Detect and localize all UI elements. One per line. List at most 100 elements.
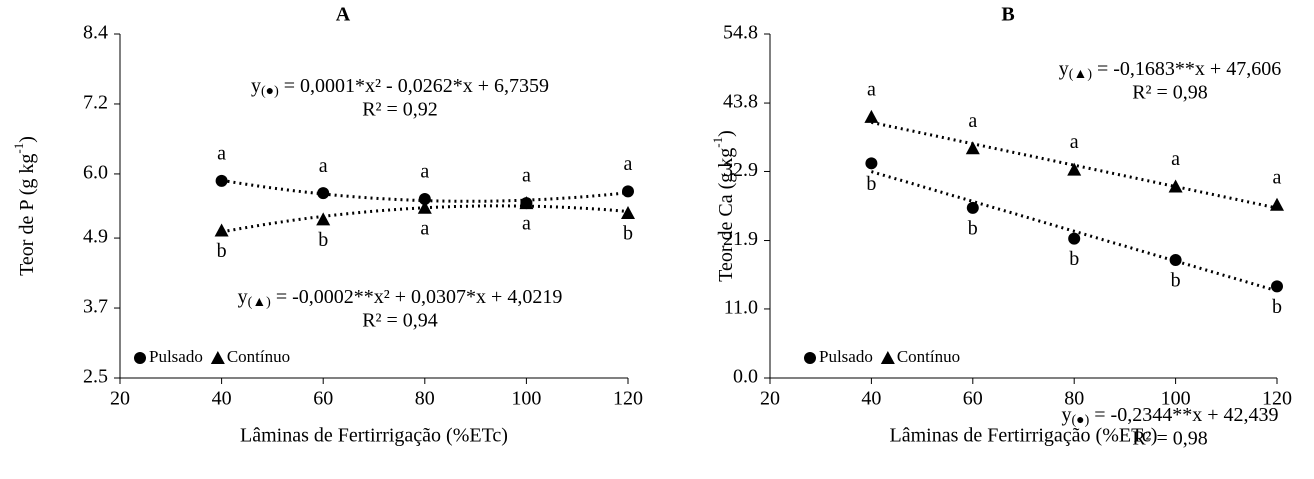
x-tick-label: 20: [110, 388, 130, 410]
x-tick-label: 40: [861, 388, 881, 410]
point: [621, 205, 635, 219]
point-letter: b: [318, 229, 328, 251]
y-tick-label: 4.9: [83, 226, 108, 248]
x-tick-label: 60: [963, 388, 983, 410]
x-axis-label: Lâminas de Fertirrigação (%ETc): [890, 425, 1158, 447]
point-letter: b: [968, 217, 978, 239]
y-tick-label: 6.0: [83, 162, 108, 184]
eq-rest: = 0,0001*x² - 0,0262*x + 6,7359: [279, 75, 549, 97]
point: [1067, 162, 1082, 176]
point: [316, 212, 331, 226]
point-letter: a: [217, 143, 226, 165]
x-axis-label: Lâminas de Fertirrigação (%ETc): [240, 425, 508, 447]
y-label-end: ): [715, 130, 737, 137]
point-letter: a: [522, 213, 531, 235]
y-tick-label: 54.8: [723, 22, 758, 44]
x-tick-label: 80: [415, 388, 435, 410]
r-squared: R² = 0,94: [362, 310, 438, 332]
y-label-sup: -1: [710, 137, 725, 148]
point-letter: b: [1272, 296, 1282, 318]
point-letter: a: [867, 78, 876, 100]
point-letter: b: [1171, 270, 1181, 292]
equation: y(▲) = -0,1683**x + 47,606: [1059, 58, 1281, 83]
point-letter: b: [217, 240, 227, 262]
y-tick-label: 43.8: [723, 91, 758, 113]
legend-marker: [880, 351, 895, 364]
panel: B 0.0 11.0 21.9 32.9 43.8 54.8 20 40 60 80 100 120 Lâ…: [710, 4, 1292, 450]
point: [622, 185, 634, 198]
equation: y(●) = -0,2344**x + 42,439: [1062, 404, 1279, 429]
y-tick-label: 21.9: [723, 228, 758, 250]
r-squared: R² = 0,98: [1132, 428, 1208, 450]
point: [1271, 280, 1283, 293]
y-tick-label: 32.9: [723, 159, 758, 181]
eq-sub: (▲): [1069, 67, 1093, 82]
point-letter: a: [1273, 166, 1282, 188]
point-letter: b: [623, 223, 633, 245]
r-squared: R² = 0,98: [1132, 82, 1208, 104]
eq-sub: (●): [261, 84, 279, 99]
point: [966, 201, 979, 214]
point: [1068, 232, 1081, 245]
eq-y: y: [1059, 58, 1069, 80]
y-tick-label: 11.0: [724, 297, 758, 319]
r-squared: R² = 0,92: [362, 99, 438, 121]
y-tick-label: 3.7: [83, 296, 108, 318]
panel: A 2.5 3.7 4.9 6.0 7.2 8.4 20 40 60 80 100 120 Lâminas…: [11, 4, 643, 447]
point-letter: a: [624, 153, 633, 175]
chart-title: A: [336, 4, 351, 26]
point: [865, 157, 878, 170]
y-tick-label: 8.4: [83, 22, 108, 44]
legend-label: Contínuo: [897, 347, 960, 366]
point: [215, 174, 228, 187]
point-letter: a: [522, 165, 531, 187]
x-tick-label: 100: [511, 388, 541, 410]
point: [864, 109, 879, 123]
x-tick-label: 120: [613, 388, 643, 410]
trendline: [870, 170, 1278, 293]
eq-sub: (▲): [248, 295, 272, 310]
legend-label: Contínuo: [227, 347, 290, 366]
legend-label: Pulsado: [149, 347, 203, 366]
point-letter: a: [968, 110, 977, 132]
legend-marker: [804, 352, 816, 364]
point: [418, 193, 431, 206]
point: [317, 187, 330, 200]
point: [1168, 179, 1183, 193]
y-tick-label: 7.2: [83, 92, 108, 114]
x-tick-label: 120: [1262, 388, 1292, 410]
point: [417, 200, 432, 214]
x-tick-label: 60: [313, 388, 333, 410]
y-label-end: ): [16, 136, 38, 143]
eq-rest: = -0,0002**x² + 0,0307*x + 4,0219: [271, 286, 563, 308]
eq-y: y: [1062, 404, 1072, 426]
y-label-text: Teor de Ca (g kg: [715, 148, 737, 282]
eq-rest: = -0,2344**x + 42,439: [1089, 404, 1278, 426]
legend-label: Pulsado: [819, 347, 873, 366]
y-label-sup: -1: [11, 143, 26, 154]
point: [1169, 253, 1182, 266]
legend-marker: [134, 352, 146, 364]
x-tick-label: 100: [1161, 388, 1191, 410]
point-letter: a: [1070, 131, 1079, 153]
y-label-text: Teor de P (g kg: [16, 154, 38, 276]
eq-rest: = -0,1683**x + 47,606: [1092, 58, 1281, 80]
point-letter: b: [1069, 248, 1079, 270]
point: [519, 196, 534, 210]
point-letter: a: [319, 155, 328, 177]
eq-y: y: [251, 75, 261, 97]
eq-y: y: [238, 286, 248, 308]
x-tick-label: 40: [212, 388, 232, 410]
eq-sub: (●): [1072, 413, 1090, 428]
point: [965, 141, 980, 155]
equation: y(▲) = -0,0002**x² + 0,0307*x + 4,0219: [238, 286, 563, 311]
y-tick-label: 0.0: [733, 366, 758, 388]
x-tick-label: 80: [1064, 388, 1084, 410]
y-axis-label: Teor de P (g kg-1): [11, 136, 38, 276]
point-letter: a: [420, 217, 429, 239]
point: [1270, 197, 1284, 211]
legend-marker: [210, 351, 225, 364]
point-letter: a: [1171, 148, 1180, 170]
point-letter: a: [420, 161, 429, 183]
